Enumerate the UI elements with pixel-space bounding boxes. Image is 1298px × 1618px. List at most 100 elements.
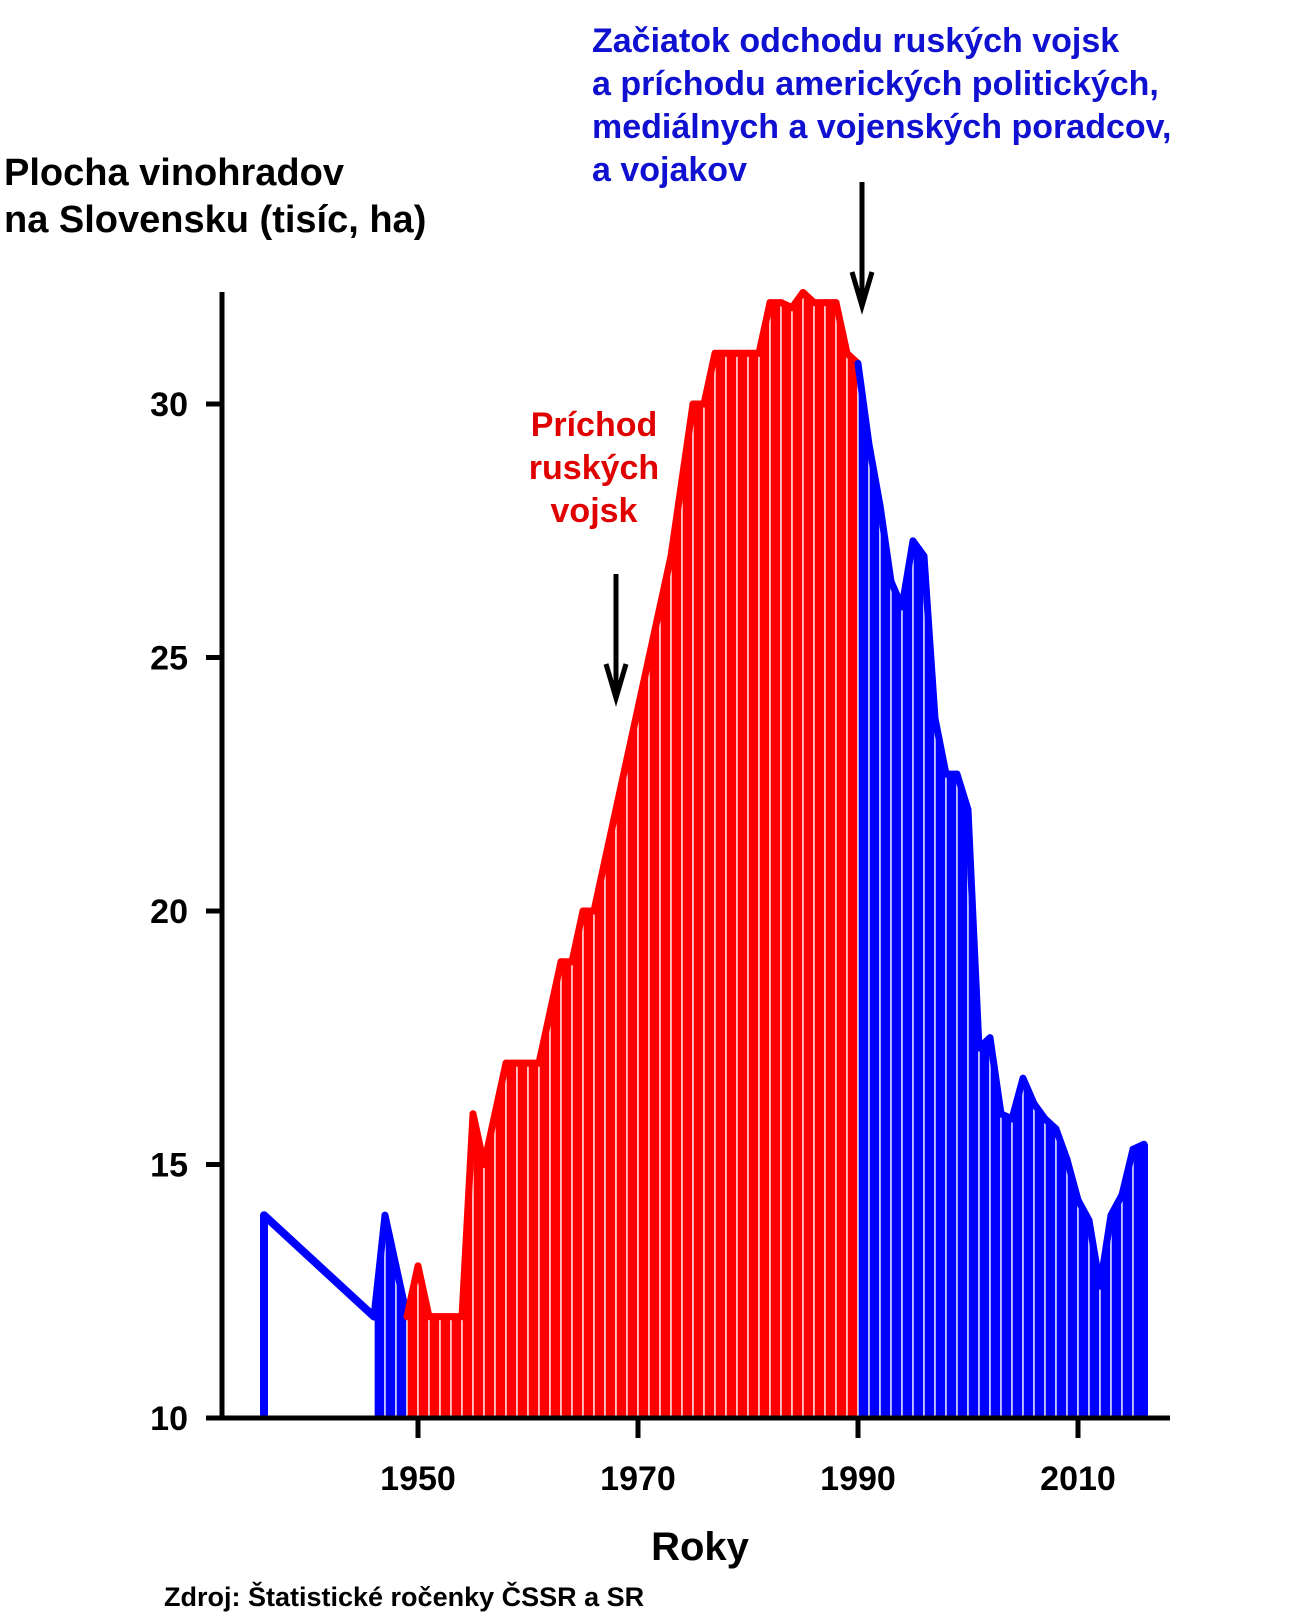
arrival-arrow-head <box>603 663 629 707</box>
arrival-annotation-line-2: ruských <box>528 449 660 487</box>
bar-1997 <box>934 718 947 1419</box>
outline-2000 <box>964 806 983 1052</box>
bar-1974 <box>681 403 694 1419</box>
bar-1963 <box>560 961 573 1419</box>
outline-2009 <box>1063 1155 1082 1204</box>
bar-1965 <box>582 910 595 1419</box>
bar-1984 <box>791 290 804 1419</box>
outline-2014 <box>1118 1145 1137 1199</box>
outline-1999 <box>953 770 972 814</box>
outline-1988 <box>832 299 851 357</box>
source-note: Zdroj: Štatistické ročenky ČSSR a SR <box>164 1582 645 1612</box>
bar-1961 <box>538 1012 551 1419</box>
x-axis-title: Roky <box>651 1525 749 1569</box>
departure-annotation-line-1: Začiatok odchodu ruských vojsk <box>592 22 1120 60</box>
departure-annotation: Začiatok odchodu ruských vojsk a príchod… <box>592 20 1171 192</box>
bars-group <box>260 288 1148 1419</box>
bar-1983 <box>780 301 793 1419</box>
bar-1991 <box>868 444 881 1419</box>
bar-1988 <box>835 302 848 1419</box>
bar-1967 <box>604 809 617 1419</box>
bar-2001 <box>978 1036 991 1419</box>
x-tick-label-1990: 1990 <box>820 1460 896 1498</box>
outline-1947 <box>381 1211 400 1270</box>
ticks-group: 10 15 20 25 30 1950 1970 1990 2010 <box>150 386 1116 1498</box>
y-tick-label-15: 15 <box>150 1147 188 1185</box>
bar-1978 <box>725 352 738 1419</box>
departure-annotation-line-3: mediálnych a vojenských poradcov, <box>592 108 1172 146</box>
bar-1953 <box>450 1315 463 1419</box>
bar-2004 <box>1011 1078 1024 1419</box>
departure-arrow-head <box>849 271 875 315</box>
outline-1964 <box>568 907 587 966</box>
outline-1969 <box>623 704 642 763</box>
bar-1962 <box>549 961 562 1419</box>
y-tick-label-20: 20 <box>150 893 188 931</box>
y-axis-title: Plocha vinohradov na Slovensku (tisíc, h… <box>4 150 426 244</box>
departure-annotation-line-2: a príchodu amerických politických, <box>592 65 1159 103</box>
bar-2010 <box>1077 1199 1090 1419</box>
outline-1956 <box>480 1110 499 1168</box>
bar-1966 <box>593 860 606 1419</box>
departure-annotation-line-4: a vojakov <box>592 151 747 189</box>
outline-1966 <box>590 856 609 915</box>
x-tick-label-2010: 2010 <box>1040 1460 1116 1498</box>
outline-2010 <box>1074 1196 1093 1224</box>
bar-1970 <box>637 657 650 1419</box>
bar-2013 <box>1110 1194 1123 1419</box>
outline-2008 <box>1052 1125 1071 1163</box>
bar-1971 <box>648 606 661 1419</box>
outline-1994 <box>898 537 917 611</box>
y-axis-title-line-1: Plocha vinohradov <box>4 152 344 194</box>
outline-1950 <box>414 1262 433 1321</box>
gap-line-1936-1946 <box>260 1211 378 1321</box>
bar-1980 <box>747 352 760 1419</box>
y-axis-title-line-2: na Slovensku (tisíc, ha) <box>4 199 427 241</box>
bar-1987 <box>824 301 837 1419</box>
outline-1967 <box>601 806 620 864</box>
bar-1992 <box>879 505 892 1419</box>
bar-1989 <box>846 351 859 1419</box>
outline-1955 <box>469 1110 488 1168</box>
bar-2008 <box>1055 1128 1068 1419</box>
bar-1972 <box>659 555 672 1419</box>
bar-1964 <box>571 910 584 1419</box>
bar-1952 <box>439 1315 452 1419</box>
bar-1958 <box>505 1062 518 1419</box>
outline-1972 <box>656 552 675 611</box>
y-tick-label-10: 10 <box>150 1400 188 1438</box>
bar-2005 <box>1022 1078 1035 1419</box>
outline-1968 <box>612 755 631 814</box>
bar-1976 <box>703 353 716 1419</box>
outline-2004 <box>1008 1074 1027 1123</box>
bar-1994 <box>901 540 914 1419</box>
bar-1959 <box>516 1062 529 1419</box>
outline-1981 <box>755 299 774 357</box>
outline-1946 <box>370 1211 389 1321</box>
bar-1975 <box>692 403 705 1419</box>
bar-1960 <box>527 1062 540 1419</box>
bar-1951 <box>428 1315 441 1419</box>
bar-1973 <box>670 479 683 1419</box>
outline-2005 <box>1019 1074 1038 1108</box>
outline-1971 <box>645 603 664 661</box>
bar-2007 <box>1044 1117 1057 1419</box>
outline-1970 <box>634 654 653 712</box>
outline-1976 <box>700 349 719 408</box>
bar-1986 <box>813 301 826 1419</box>
arrows-group <box>603 182 875 707</box>
arrival-annotation-line-1: Príchod <box>530 406 658 444</box>
outline-2012 <box>1096 1211 1115 1290</box>
arrival-annotation-line-3: vojsk <box>550 492 638 530</box>
bar-2003 <box>1000 1112 1013 1419</box>
bar-1985 <box>802 290 815 1419</box>
bar-1993 <box>890 581 903 1419</box>
outline-1962 <box>546 958 565 1016</box>
outline-1991 <box>865 441 884 509</box>
outline-2013 <box>1107 1191 1126 1219</box>
outline-1949 <box>403 1262 422 1321</box>
bar-1998 <box>945 773 958 1419</box>
bar-1969 <box>626 708 639 1419</box>
y-tick-label-30: 30 <box>150 386 188 424</box>
